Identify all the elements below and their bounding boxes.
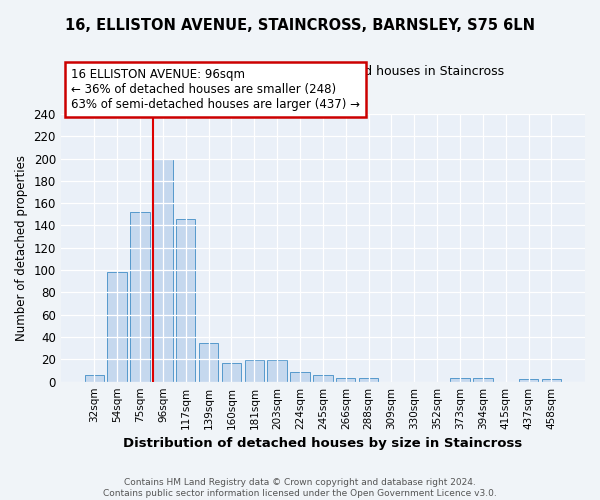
Bar	[542, 380, 561, 382]
Title: Size of property relative to detached houses in Staincross: Size of property relative to detached ho…	[142, 65, 504, 78]
Bar	[85, 375, 104, 382]
Bar	[451, 378, 470, 382]
Bar	[359, 378, 379, 382]
Text: 16, ELLISTON AVENUE, STAINCROSS, BARNSLEY, S75 6LN: 16, ELLISTON AVENUE, STAINCROSS, BARNSLE…	[65, 18, 535, 32]
Bar	[176, 219, 196, 382]
Bar	[473, 378, 493, 382]
Text: Contains HM Land Registry data © Crown copyright and database right 2024.
Contai: Contains HM Land Registry data © Crown c…	[103, 478, 497, 498]
Bar	[130, 212, 150, 382]
Bar	[519, 380, 538, 382]
Bar	[153, 158, 173, 382]
Bar	[222, 362, 241, 382]
Bar	[245, 360, 264, 382]
Text: 16 ELLISTON AVENUE: 96sqm
← 36% of detached houses are smaller (248)
63% of semi: 16 ELLISTON AVENUE: 96sqm ← 36% of detac…	[71, 68, 360, 111]
Bar	[268, 360, 287, 382]
Y-axis label: Number of detached properties: Number of detached properties	[15, 155, 28, 341]
Bar	[199, 342, 218, 382]
Bar	[290, 372, 310, 382]
X-axis label: Distribution of detached houses by size in Staincross: Distribution of detached houses by size …	[123, 437, 523, 450]
Bar	[107, 272, 127, 382]
Bar	[336, 378, 355, 382]
Bar	[313, 375, 332, 382]
